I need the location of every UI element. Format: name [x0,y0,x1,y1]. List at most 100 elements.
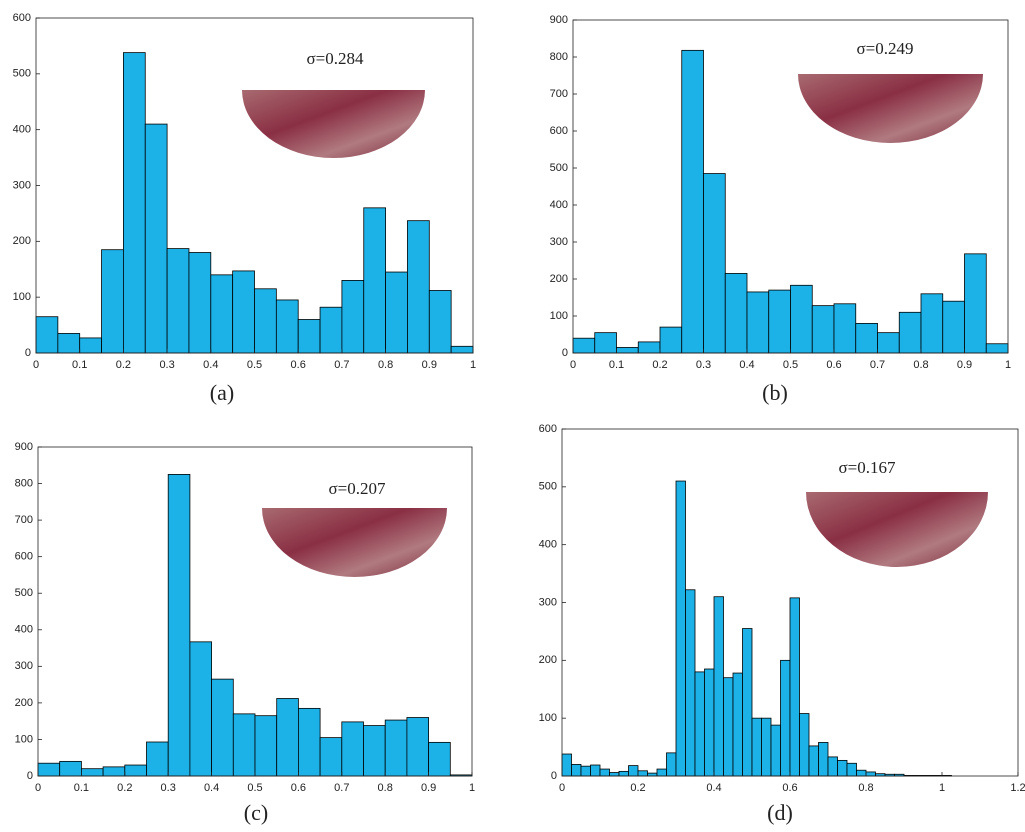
bar [167,474,191,777]
bar [572,337,596,354]
bar [57,333,81,354]
x-tick-label: 0.8 [913,359,928,371]
y-tick-label: 600 [550,125,568,137]
x-tick-label: 0.8 [378,359,393,371]
y-tick-label: 600 [13,12,31,24]
y-tick-label: 200 [550,273,568,285]
x-tick-label: 0.5 [247,782,262,794]
annotation: σ=0.249 [856,39,913,58]
bar [590,764,601,777]
x-tick-label: 0.7 [334,359,349,371]
bar [703,173,726,354]
bar [594,332,617,354]
bar [406,717,429,777]
x-tick-label: 0.3 [161,782,176,794]
x-tick-label: 0.3 [696,359,711,371]
bar [232,713,256,777]
bar [81,768,104,777]
x-tick-label: 0.1 [609,359,624,371]
y-tick-label: 600 [15,551,33,563]
bar [254,288,277,354]
bar [833,303,857,354]
x-tick-label: 0.2 [630,782,645,794]
x-tick-label: 1 [939,782,945,794]
y-tick-label: 500 [13,68,31,80]
bar [723,677,734,777]
bar [685,589,696,777]
y-tick-label: 300 [539,596,557,608]
bar [694,671,705,777]
bar [123,52,146,354]
bar [770,724,781,777]
bar [837,759,848,777]
y-tick-label: 400 [13,124,31,136]
bar [319,306,343,354]
bar [942,300,965,354]
bar [363,725,386,777]
bar [341,721,364,777]
bar [188,252,212,354]
bar [211,678,234,777]
x-tick-label: 0.7 [870,359,885,371]
annotation: σ=0.167 [838,458,896,477]
bar [790,284,813,354]
bar [751,717,762,777]
bar [450,345,474,354]
bar [384,719,408,777]
x-tick-label: 0 [33,359,39,371]
x-tick-label: 0.9 [957,359,972,371]
x-tick-label: 0.6 [291,782,306,794]
bar [877,332,900,354]
bar [254,715,278,777]
bar [275,299,299,354]
x-tick-label: 1 [1005,359,1011,371]
bar [637,770,648,777]
bar [609,772,620,777]
panel-caption: (d) [767,800,793,825]
bar [59,760,82,777]
bar [985,343,1009,354]
y-tick-label: 0 [562,347,568,359]
bar [407,220,430,354]
y-tick-label: 900 [550,14,568,26]
bar [761,717,772,777]
bar [724,273,748,354]
bar [385,271,408,354]
bar [811,305,835,354]
x-tick-label: 0.3 [159,359,174,371]
bar [341,280,365,354]
bar [146,741,169,777]
panel-caption: (a) [210,380,234,405]
x-tick-label: 0.6 [826,359,841,371]
bar [628,765,639,777]
bar [713,596,724,777]
bar [808,745,819,777]
bar [189,641,212,777]
x-tick-label: 0.9 [421,782,436,794]
x-tick-label: 0.4 [739,359,754,371]
y-tick-label: 400 [15,624,33,636]
panel-caption: (b) [762,380,788,405]
bar [276,698,299,777]
inset-bowl-image [798,74,984,143]
x-tick-label: 0.1 [72,359,87,371]
bar [166,248,190,354]
bar [742,628,753,777]
x-tick-label: 0.1 [74,782,89,794]
bar [920,293,944,354]
bar [580,765,591,777]
bar [818,742,829,777]
bar [618,770,629,777]
bar [768,289,791,354]
x-tick-label: 0.4 [706,782,721,794]
x-tick-label: 0.5 [247,359,262,371]
bar [616,347,639,354]
x-tick-label: 0.4 [204,782,219,794]
bar [675,480,686,777]
y-tick-label: 200 [15,697,33,709]
x-tick-label: 0.4 [203,359,218,371]
y-tick-label: 300 [13,179,31,191]
y-tick-label: 400 [550,199,568,211]
x-tick-label: 1.2 [1010,782,1025,794]
